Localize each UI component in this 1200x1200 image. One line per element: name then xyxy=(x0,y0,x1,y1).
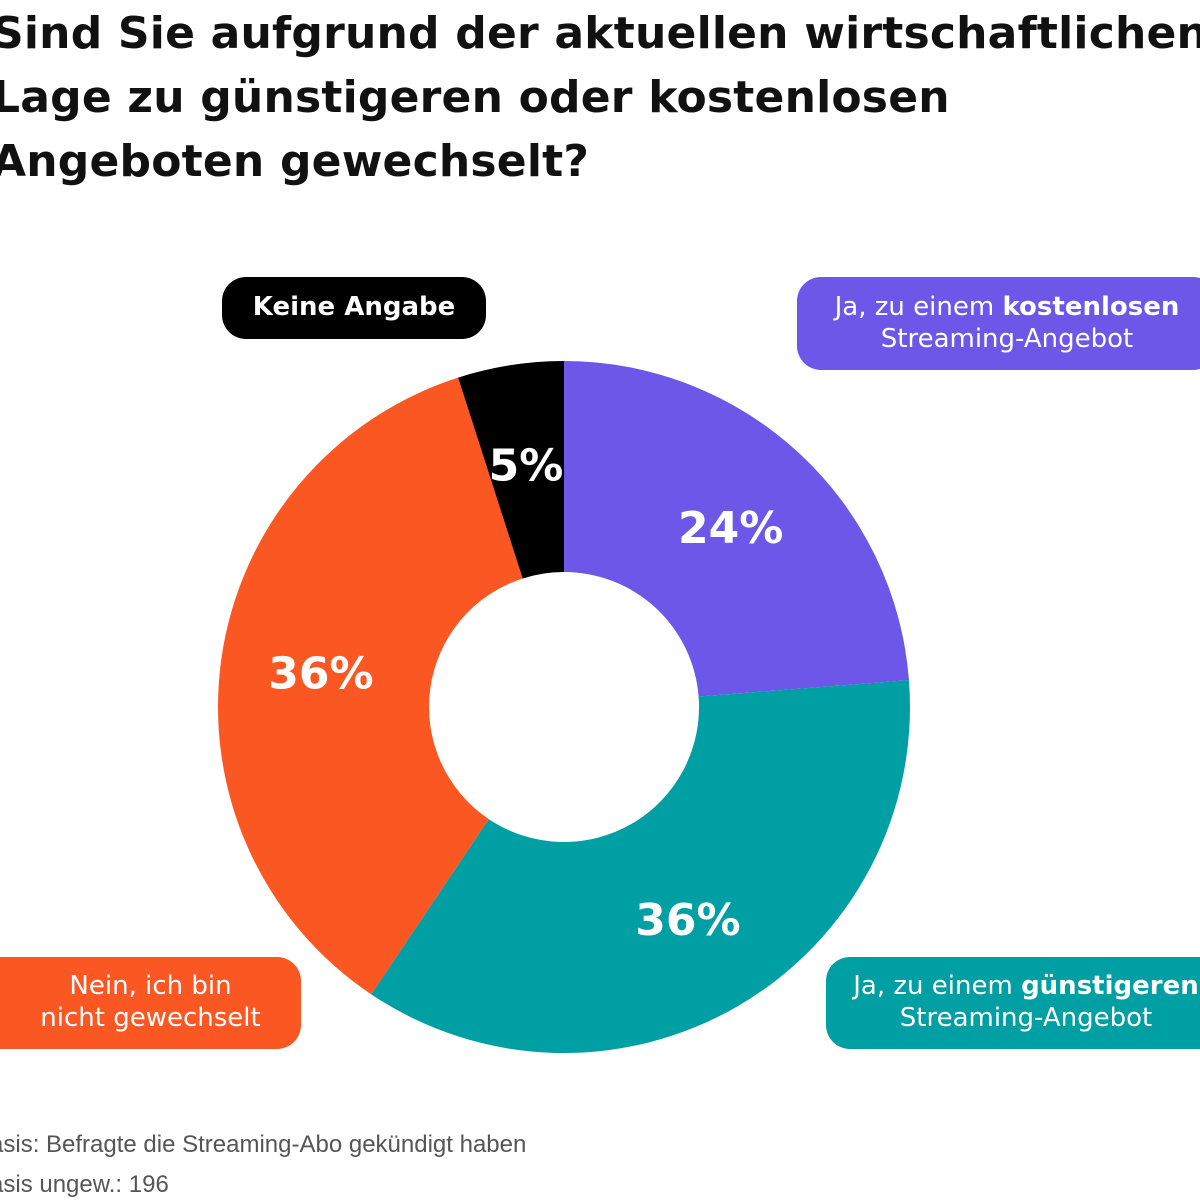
legend-label-keine-angabe: Keine Angabe xyxy=(222,277,486,339)
legend-text: Keine Angabe xyxy=(252,292,456,322)
legend-label-kostenlos: Ja, zu einem kostenlosen Streaming-Angeb… xyxy=(797,277,1200,370)
chart-title: Sind Sie aufgrund der aktuellen wirtscha… xyxy=(0,2,1200,194)
title-line-1: Sind Sie aufgrund der aktuellen wirtscha… xyxy=(0,8,1200,59)
legend-bold: kostenlosen xyxy=(1002,292,1180,322)
title-line-3: Angeboten gewechselt? xyxy=(0,136,590,187)
legend-line-2: Streaming-Angebot xyxy=(899,1003,1153,1033)
legend-label-nicht-gewechselt: Nein, ich bin nicht gewechselt xyxy=(0,957,301,1049)
legend-prefix: Ja, zu einem xyxy=(834,292,1003,322)
legend-prefix: Ja, zu einem xyxy=(853,971,1022,1001)
legend-line-1: Nein, ich bin xyxy=(69,971,232,1001)
donut-slice-3 xyxy=(458,361,564,579)
legend-line-2: nicht gewechselt xyxy=(40,1003,261,1033)
footnote-basis: Basis: Befragte die Streaming-Abo gekünd… xyxy=(0,1131,527,1158)
donut-slice-1 xyxy=(371,680,911,1053)
legend-line-1: Ja, zu einem günstigeren xyxy=(826,970,1200,1002)
donut-slice-2 xyxy=(217,377,523,995)
donut-value-label-1: 36% xyxy=(635,895,740,946)
donut-slice-0 xyxy=(564,361,909,697)
donut-value-label-0: 24% xyxy=(678,503,783,554)
footnote-sample-size: Basis ungew.: 196 xyxy=(0,1171,169,1198)
donut-slices xyxy=(217,361,911,1053)
legend-label-guenstiger: Ja, zu einem günstigeren Streaming-Angeb… xyxy=(826,957,1200,1049)
legend-line-2: Streaming-Angebot xyxy=(880,324,1134,354)
legend-bold: günstigeren xyxy=(1021,971,1199,1001)
donut-value-label-3: 5% xyxy=(489,441,564,492)
donut-value-label-2: 36% xyxy=(268,649,373,700)
donut-value-labels: 24% 36% 36% 5% xyxy=(268,441,783,947)
title-line-2: Lage zu günstigeren oder kostenlosen xyxy=(0,72,950,123)
legend-line-1: Ja, zu einem kostenlosen xyxy=(797,291,1200,323)
